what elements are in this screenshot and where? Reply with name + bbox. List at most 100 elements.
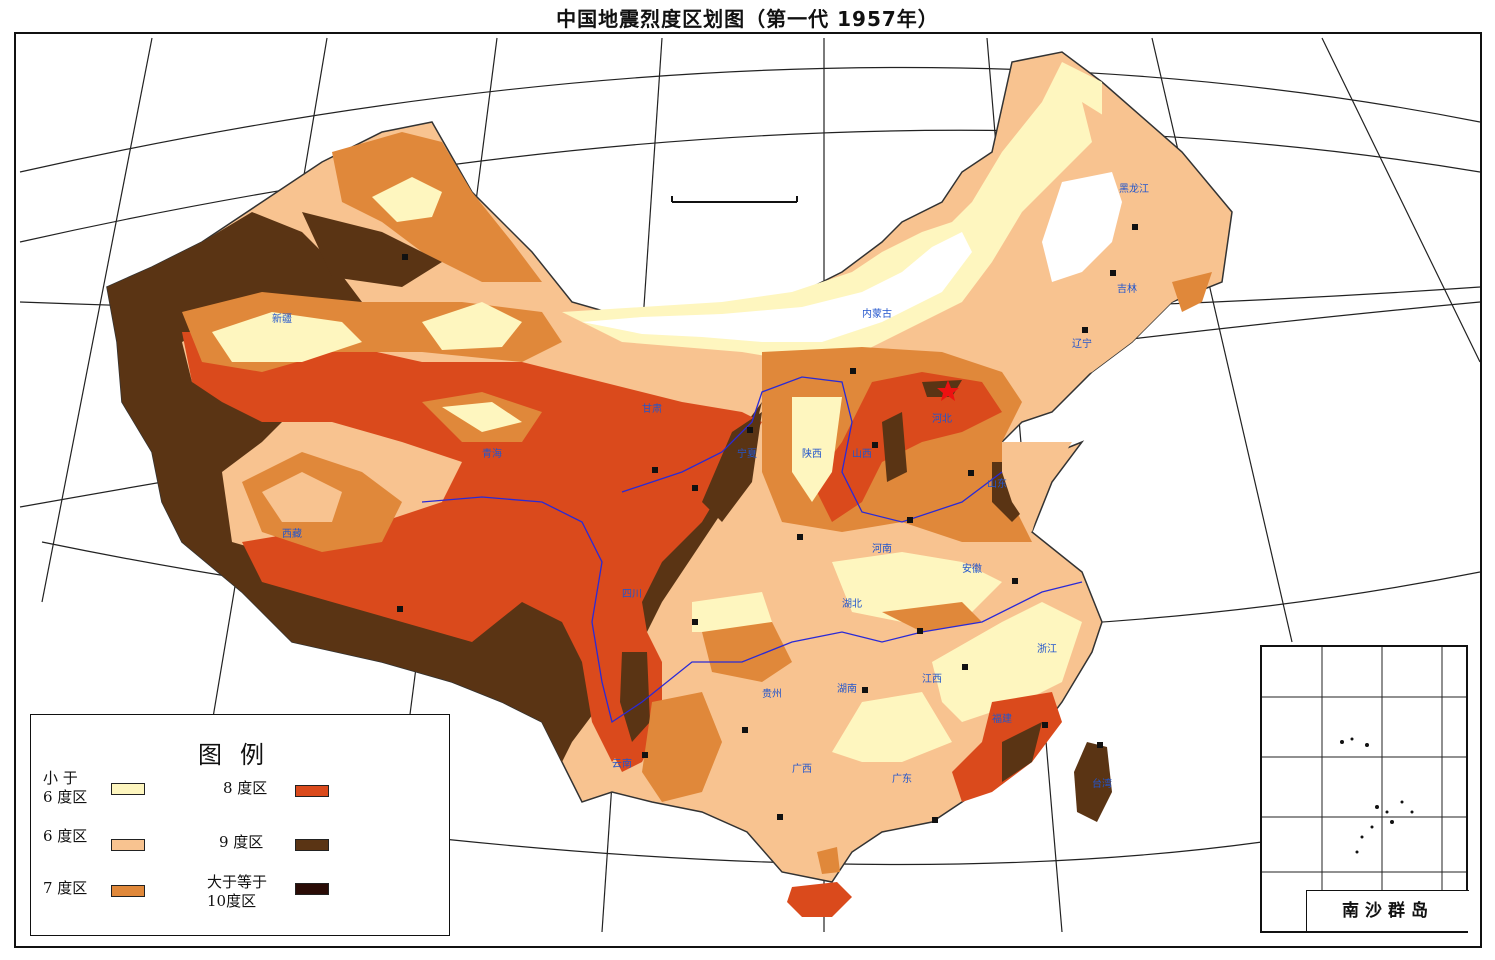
city-marker-icon xyxy=(747,427,753,433)
place-label: 山东 xyxy=(987,477,1007,490)
place-label: 湖北 xyxy=(842,598,862,610)
place-label: 湖南 xyxy=(837,682,857,695)
legend-swatch-9 xyxy=(295,839,329,851)
city-marker-icon xyxy=(962,664,968,670)
legend-title: 图例 xyxy=(198,741,282,769)
city-marker-icon xyxy=(777,814,783,820)
city-marker-icon xyxy=(1082,327,1088,333)
place-label: 西藏 xyxy=(282,528,302,540)
place-label: 广东 xyxy=(892,772,912,785)
city-marker-icon xyxy=(402,254,408,260)
place-label: 安徽 xyxy=(962,562,982,575)
meridian-line xyxy=(41,37,153,603)
zone-7 xyxy=(642,692,722,802)
china-seismic-map: 内蒙古 黑龙江 吉林 辽宁 宁夏 陕西 山西 河北 山东 河南 安徽 湖北 四川… xyxy=(19,37,1480,933)
zone-9 xyxy=(302,212,442,287)
place-label: 山西 xyxy=(852,448,872,460)
city-marker-icon xyxy=(862,687,868,693)
place-label: 甘肃 xyxy=(642,402,662,415)
zone-9 xyxy=(882,412,907,482)
place-label: 内蒙古 xyxy=(862,307,892,320)
place-label: 四川 xyxy=(622,589,642,600)
zone-below6 xyxy=(422,302,522,350)
zone-6 xyxy=(1002,102,1222,402)
place-label: 宁夏 xyxy=(737,447,757,460)
place-label: 贵州 xyxy=(762,687,782,700)
legend-swatch-7 xyxy=(111,885,145,897)
rivers xyxy=(421,376,1083,724)
zone-6 xyxy=(1002,442,1072,532)
legend-swatch-below6 xyxy=(111,783,145,795)
zone-6 xyxy=(262,472,342,522)
place-label: 福建 xyxy=(992,712,1012,725)
map-title: 中国地震烈度区划图（第一代 1957年） xyxy=(556,7,939,31)
city-marker-icon xyxy=(1012,578,1018,584)
city-marker-icon xyxy=(1132,224,1138,230)
intensity-zones xyxy=(106,51,1233,917)
legend-label-6: 6 度区 xyxy=(43,827,88,845)
city-marker-icon xyxy=(850,368,856,374)
parallel-arc xyxy=(19,66,1480,173)
city-marker-icon xyxy=(968,470,974,476)
city-marker-icon xyxy=(692,485,698,491)
place-label: 台湾 xyxy=(1092,777,1112,790)
nansha-inset: 南沙群岛 xyxy=(1260,645,1469,933)
zone-7 xyxy=(882,602,982,632)
city-marker-icon xyxy=(397,606,403,612)
zone-7 xyxy=(1172,272,1212,312)
city-marker-icon xyxy=(917,628,923,634)
place-label: 浙江 xyxy=(1037,643,1057,655)
meridian-line xyxy=(1151,37,1293,643)
yellow-river xyxy=(621,376,1003,523)
place-label: 江西 xyxy=(922,673,942,685)
province-labels: 内蒙古 黑龙江 吉林 辽宁 宁夏 陕西 山西 河北 山东 河南 安徽 湖北 四川… xyxy=(272,182,1149,790)
place-label: 河南 xyxy=(872,542,892,555)
city-marker-icon xyxy=(692,619,698,625)
zone-below6 xyxy=(212,312,362,362)
city-marker-icon xyxy=(1042,722,1048,728)
city-marker-icon xyxy=(907,517,913,523)
legend-label-8: 8 度区 xyxy=(223,779,268,797)
place-label: 河北 xyxy=(932,413,952,425)
zone-below6 xyxy=(372,177,442,222)
zone-below6 xyxy=(562,62,1102,362)
yangtze-river xyxy=(421,496,1083,724)
place-label: 黑龙江 xyxy=(1119,182,1149,195)
place-label: 广西 xyxy=(792,763,812,775)
zone-below6 xyxy=(692,592,772,632)
city-marker-icon xyxy=(1097,742,1103,748)
zone-9 xyxy=(1074,742,1112,822)
place-label: 陕西 xyxy=(802,447,822,460)
legend-swatch-10 xyxy=(295,883,329,895)
legend-label-10: 大于等于 10度区 xyxy=(207,873,268,910)
city-markers xyxy=(397,224,1138,823)
legend-label-9: 9 度区 xyxy=(219,833,264,851)
zone-7 xyxy=(702,622,792,682)
legend-label-below6: 小 于 6 度区 xyxy=(43,769,88,806)
legend-label-7: 7 度区 xyxy=(43,879,88,897)
zone-7 xyxy=(817,847,840,874)
scale-bar-icon xyxy=(671,196,798,203)
zone-9 xyxy=(1002,722,1042,782)
zone-below6 xyxy=(932,602,1082,722)
place-label: 青海 xyxy=(482,447,502,460)
zone-9 xyxy=(702,412,762,522)
legend-box: 图例 小 于 6 度区 6 度区 7 度区 8 度区 9 度区 大于等于 10度… xyxy=(30,714,450,936)
zone-7 xyxy=(332,132,542,282)
place-label: 吉林 xyxy=(1117,282,1137,295)
inset-map xyxy=(1262,647,1466,931)
zone-9 xyxy=(620,652,650,742)
capital-star-icon xyxy=(937,380,959,401)
city-marker-icon xyxy=(1110,270,1116,276)
zone-none xyxy=(582,232,972,342)
zone-below6 xyxy=(792,397,842,502)
city-marker-icon xyxy=(872,442,878,448)
parallel-arc xyxy=(19,129,1480,243)
inset-label: 南沙群岛 xyxy=(1306,890,1469,931)
zone-below6 xyxy=(832,692,952,762)
zone-below6 xyxy=(442,402,522,432)
place-label: 云南 xyxy=(612,757,632,770)
city-marker-icon xyxy=(742,727,748,733)
zone-8 xyxy=(812,372,1002,522)
city-marker-icon xyxy=(797,534,803,540)
